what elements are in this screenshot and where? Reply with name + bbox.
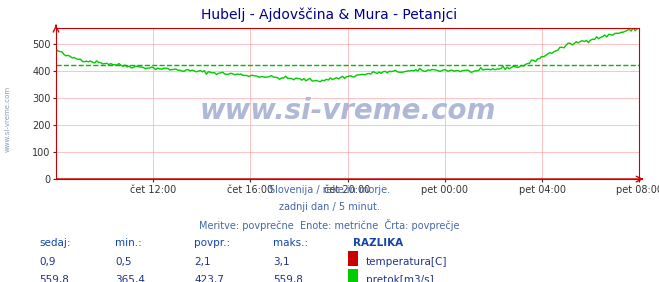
Text: pretok[m3/s]: pretok[m3/s]: [366, 275, 434, 282]
Text: 0,5: 0,5: [115, 257, 132, 266]
Text: maks.:: maks.:: [273, 238, 308, 248]
Text: Hubelj - Ajdovščina & Mura - Petanjci: Hubelj - Ajdovščina & Mura - Petanjci: [202, 7, 457, 21]
Text: 559,8: 559,8: [273, 275, 303, 282]
Text: Meritve: povprečne  Enote: metrične  Črta: povprečje: Meritve: povprečne Enote: metrične Črta:…: [199, 219, 460, 231]
Text: www.si-vreme.com: www.si-vreme.com: [5, 85, 11, 151]
Text: zadnji dan / 5 minut.: zadnji dan / 5 minut.: [279, 202, 380, 212]
Text: temperatura[C]: temperatura[C]: [366, 257, 447, 266]
Text: 3,1: 3,1: [273, 257, 290, 266]
Text: sedaj:: sedaj:: [40, 238, 71, 248]
Text: 365,4: 365,4: [115, 275, 145, 282]
Text: www.si-vreme.com: www.si-vreme.com: [200, 97, 496, 125]
Text: 0,9: 0,9: [40, 257, 56, 266]
Text: 2,1: 2,1: [194, 257, 211, 266]
Text: Slovenija / reke in morje.: Slovenija / reke in morje.: [269, 185, 390, 195]
Text: 559,8: 559,8: [40, 275, 69, 282]
Text: RAZLIKA: RAZLIKA: [353, 238, 403, 248]
Text: min.:: min.:: [115, 238, 142, 248]
Text: povpr.:: povpr.:: [194, 238, 231, 248]
Text: 423,7: 423,7: [194, 275, 224, 282]
